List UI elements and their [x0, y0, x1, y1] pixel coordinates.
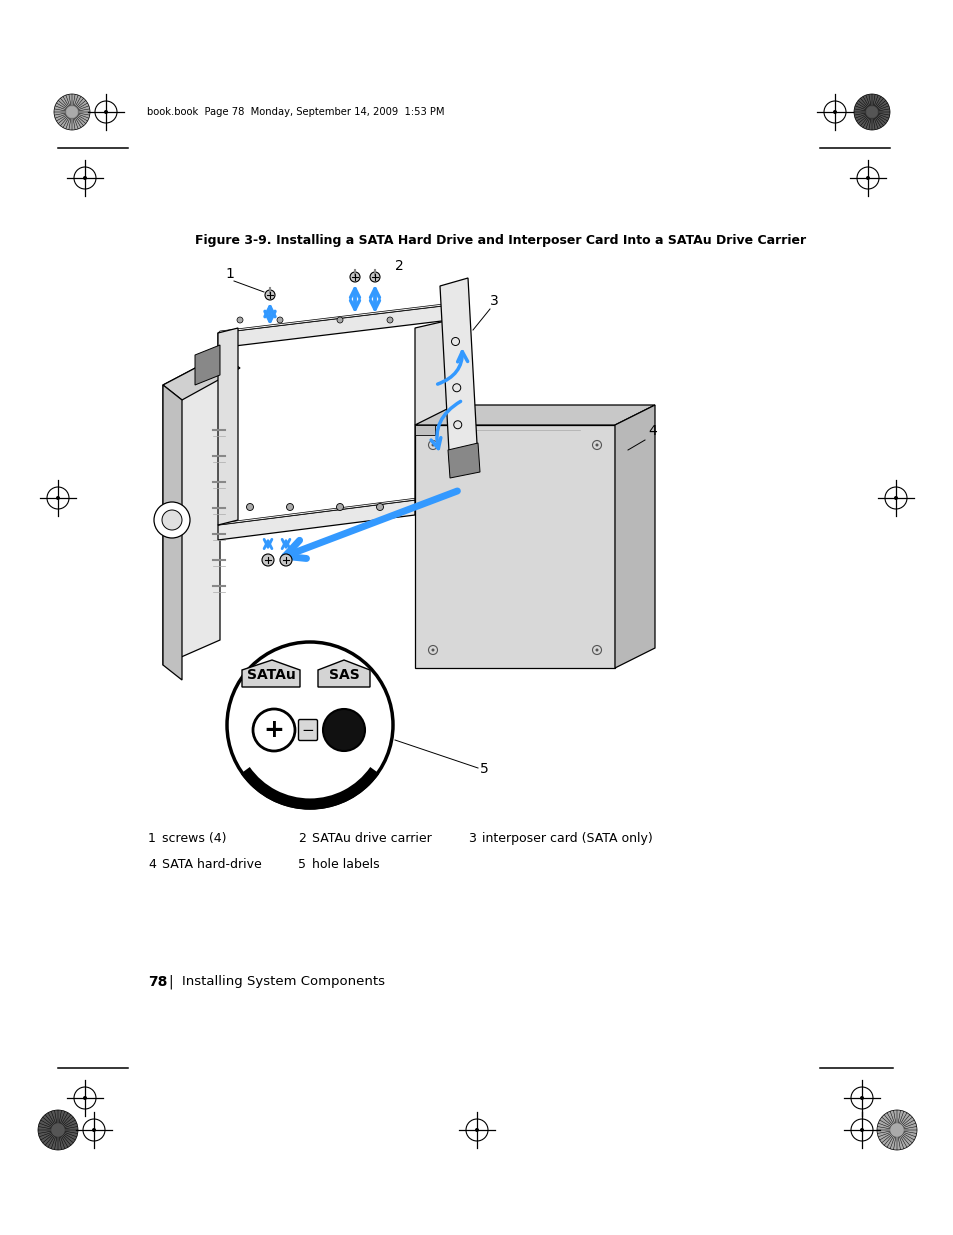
Text: SAS: SAS [328, 668, 359, 682]
Circle shape [236, 317, 243, 324]
Polygon shape [448, 443, 479, 478]
Circle shape [83, 177, 87, 180]
Circle shape [859, 1095, 863, 1100]
Polygon shape [415, 405, 655, 425]
FancyArrowPatch shape [370, 290, 379, 309]
Text: interposer card (SATA only): interposer card (SATA only) [481, 832, 652, 845]
Polygon shape [218, 500, 415, 540]
Circle shape [893, 496, 897, 500]
Text: SATAu: SATAu [247, 668, 295, 682]
Circle shape [153, 501, 190, 538]
Circle shape [276, 317, 283, 324]
Polygon shape [439, 278, 477, 471]
FancyArrowPatch shape [265, 310, 274, 321]
Polygon shape [163, 385, 182, 680]
FancyArrowPatch shape [350, 289, 359, 308]
FancyArrowPatch shape [264, 541, 272, 548]
Text: book.book  Page 78  Monday, September 14, 2009  1:53 PM: book.book Page 78 Monday, September 14, … [147, 107, 444, 117]
Circle shape [859, 1128, 863, 1132]
FancyArrowPatch shape [282, 541, 290, 548]
Text: 3: 3 [490, 294, 498, 308]
Text: 4: 4 [148, 858, 155, 871]
Polygon shape [317, 659, 370, 687]
Circle shape [162, 510, 182, 530]
Polygon shape [218, 498, 416, 525]
Polygon shape [218, 329, 237, 525]
Circle shape [253, 709, 294, 751]
Circle shape [280, 555, 292, 566]
Text: −: − [301, 722, 314, 737]
FancyArrowPatch shape [437, 352, 467, 384]
Circle shape [56, 496, 60, 500]
Text: 2: 2 [297, 832, 306, 845]
Circle shape [286, 504, 294, 510]
Circle shape [350, 272, 359, 282]
Text: 4: 4 [647, 424, 656, 438]
Circle shape [227, 642, 393, 808]
FancyArrowPatch shape [370, 289, 379, 308]
Circle shape [246, 504, 253, 510]
Circle shape [595, 443, 598, 447]
Circle shape [54, 94, 90, 130]
Circle shape [387, 317, 393, 324]
Polygon shape [615, 405, 655, 668]
FancyArrowPatch shape [265, 306, 274, 319]
Circle shape [336, 317, 343, 324]
Circle shape [431, 648, 434, 652]
Polygon shape [194, 345, 220, 385]
Circle shape [431, 443, 434, 447]
Text: 2: 2 [395, 259, 403, 273]
Text: SATAu drive carrier: SATAu drive carrier [312, 832, 432, 845]
Text: screws (4): screws (4) [162, 832, 226, 845]
Text: 5: 5 [297, 858, 306, 871]
Circle shape [376, 504, 383, 510]
Circle shape [370, 272, 379, 282]
Text: 5: 5 [479, 762, 488, 776]
Polygon shape [163, 354, 240, 400]
Circle shape [91, 1128, 96, 1132]
Circle shape [104, 110, 108, 114]
Circle shape [83, 1095, 87, 1100]
FancyArrowPatch shape [431, 401, 460, 448]
Circle shape [265, 290, 274, 300]
Circle shape [262, 555, 274, 566]
Polygon shape [163, 354, 220, 664]
FancyBboxPatch shape [298, 720, 317, 741]
FancyArrowPatch shape [264, 540, 272, 547]
Text: 78: 78 [148, 974, 167, 989]
FancyArrowPatch shape [285, 492, 456, 558]
Polygon shape [415, 320, 450, 503]
Text: SATA hard-drive: SATA hard-drive [162, 858, 261, 871]
Circle shape [595, 648, 598, 652]
Circle shape [853, 94, 889, 130]
Polygon shape [218, 305, 450, 348]
Text: +: + [263, 718, 284, 742]
Text: Installing a SATA Hard Drive and Interposer Card Into a SATAu Drive Carrier: Installing a SATA Hard Drive and Interpo… [263, 233, 805, 247]
Circle shape [336, 504, 343, 510]
Circle shape [38, 1110, 78, 1150]
Polygon shape [242, 659, 299, 687]
Text: 1: 1 [148, 832, 155, 845]
Polygon shape [415, 425, 435, 435]
Polygon shape [415, 425, 615, 668]
Text: Installing System Components: Installing System Components [182, 976, 385, 988]
FancyArrowPatch shape [350, 290, 359, 309]
Circle shape [865, 177, 869, 180]
Text: 3: 3 [468, 832, 476, 845]
Circle shape [832, 110, 836, 114]
Circle shape [475, 1128, 478, 1132]
Circle shape [323, 709, 365, 751]
Text: 1: 1 [225, 267, 233, 282]
FancyArrowPatch shape [282, 540, 290, 547]
Polygon shape [218, 303, 452, 333]
Text: Figure 3-9.: Figure 3-9. [194, 233, 272, 247]
Text: |: | [168, 974, 172, 989]
Circle shape [876, 1110, 916, 1150]
Text: hole labels: hole labels [312, 858, 379, 871]
